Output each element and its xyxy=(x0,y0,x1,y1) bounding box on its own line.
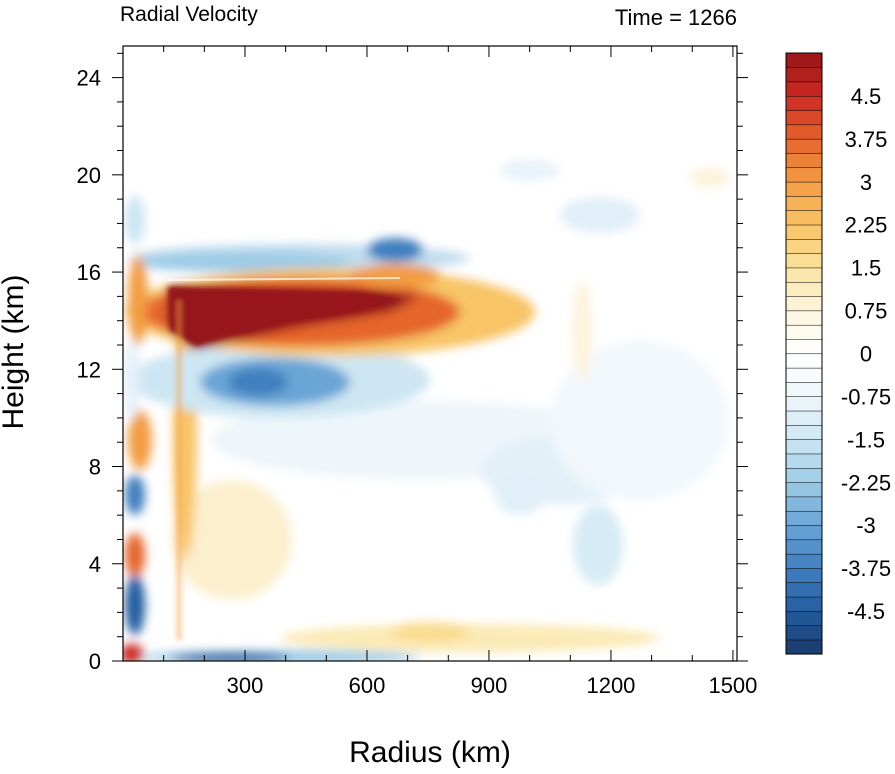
y-tick-label: 0 xyxy=(89,649,101,674)
y-tick-label: 16 xyxy=(77,260,101,285)
colorbar-swatch xyxy=(785,267,823,283)
colorbar-frame xyxy=(785,52,823,655)
colorbar-swatch xyxy=(785,367,823,383)
colorbar-swatch xyxy=(785,67,823,83)
chart-title: Radial Velocity xyxy=(120,3,258,26)
colorbar-swatch xyxy=(785,453,823,469)
colorbar-swatch xyxy=(785,224,823,240)
colorbar-swatch xyxy=(785,539,823,555)
colorbar-swatch xyxy=(785,567,823,584)
colorbar-swatch xyxy=(785,310,823,326)
y-tick-label: 4 xyxy=(89,552,101,577)
colorbar-swatch xyxy=(785,138,823,154)
colorbar-tick-label: -1.5 xyxy=(847,427,885,452)
colorbar-tick-label: 2.25 xyxy=(845,213,888,238)
colorbar-swatch xyxy=(785,152,823,169)
x-tick-label: 1500 xyxy=(708,673,757,698)
colorbar-swatch xyxy=(785,396,823,412)
x-tick-label: 1200 xyxy=(586,673,635,698)
y-tick-label: 24 xyxy=(77,66,101,91)
colorbar-tick-label: 3.75 xyxy=(845,127,888,152)
colorbar-swatch xyxy=(785,467,823,483)
y-axis-ticks xyxy=(112,52,748,662)
colorbar-tick-labels: 4.5 3.75 3 2.25 1.5 0.75 0 -0.75 -1.5 -2.25 -3 -3.7… xyxy=(841,84,891,624)
colorbar-tick-label: 1.5 xyxy=(851,256,882,281)
colorbar-swatch xyxy=(785,124,823,140)
colorbar-swatch xyxy=(785,95,823,111)
colorbar-swatch xyxy=(785,610,823,626)
colorbar-swatch xyxy=(785,210,823,226)
colorbar-tick-label: -0.75 xyxy=(841,384,891,409)
y-tick-label: 20 xyxy=(77,163,101,188)
colorbar-swatch xyxy=(785,253,823,269)
y-axis-tick-labels: 0 4 8 12 16 20 24 xyxy=(77,66,101,674)
x-axis-tick-labels: 300 600 900 1200 1500 xyxy=(227,673,758,698)
x-axis-label: Radius (km) xyxy=(349,736,511,769)
colorbar-swatch xyxy=(785,524,823,541)
colorbar-swatch xyxy=(785,410,823,426)
colorbar-swatch xyxy=(785,181,823,197)
colorbar-swatch xyxy=(785,381,823,397)
y-axis-label: Height (km) xyxy=(0,274,30,429)
colorbar-swatch xyxy=(785,281,823,297)
colorbar-swatch xyxy=(785,553,823,569)
colorbar-swatch xyxy=(785,482,823,498)
colorbar-swatch xyxy=(785,195,823,211)
colorbar-swatch xyxy=(785,324,823,340)
colorbar-tick-label: 3 xyxy=(860,170,872,195)
x-tick-label: 300 xyxy=(227,673,264,698)
x-tick-label: 600 xyxy=(349,673,386,698)
colorbar-swatch xyxy=(785,596,823,612)
colorbar-swatch xyxy=(785,238,823,254)
heatmap-field xyxy=(123,160,730,661)
colorbar-swatch xyxy=(785,296,823,312)
chart-subtitle: Time = 1266 xyxy=(615,5,737,30)
colorbar-tick-label: -3.75 xyxy=(841,556,891,581)
colorbar xyxy=(785,52,823,655)
colorbar-tick-label: -2.25 xyxy=(841,470,891,495)
plot-frame xyxy=(122,45,738,662)
colorbar-swatch xyxy=(785,52,823,68)
colorbar-tick-label: 0.75 xyxy=(845,299,888,324)
colorbar-tick-label: -4.5 xyxy=(847,599,885,624)
y-tick-label: 8 xyxy=(89,455,101,480)
y-tick-label: 12 xyxy=(77,357,101,382)
colorbar-swatch xyxy=(785,424,823,440)
colorbar-tick-label: -3 xyxy=(856,513,876,538)
colorbar-swatch xyxy=(785,439,823,455)
colorbar-swatch xyxy=(785,510,823,526)
colorbar-swatch xyxy=(785,167,823,183)
colorbar-swatch xyxy=(785,625,823,641)
colorbar-swatch xyxy=(785,496,823,512)
colorbar-swatch xyxy=(785,338,823,355)
colorbar-tick-label: 0 xyxy=(860,342,872,367)
colorbar-swatch xyxy=(785,353,823,369)
colorbar-swatch xyxy=(785,639,823,655)
colorbar-swatch xyxy=(785,582,823,598)
colorbar-tick-label: 4.5 xyxy=(851,84,882,109)
x-tick-label: 900 xyxy=(471,673,508,698)
colorbar-swatch xyxy=(785,81,823,97)
x-axis-ticks xyxy=(163,46,734,661)
colorbar-swatch xyxy=(785,109,823,126)
